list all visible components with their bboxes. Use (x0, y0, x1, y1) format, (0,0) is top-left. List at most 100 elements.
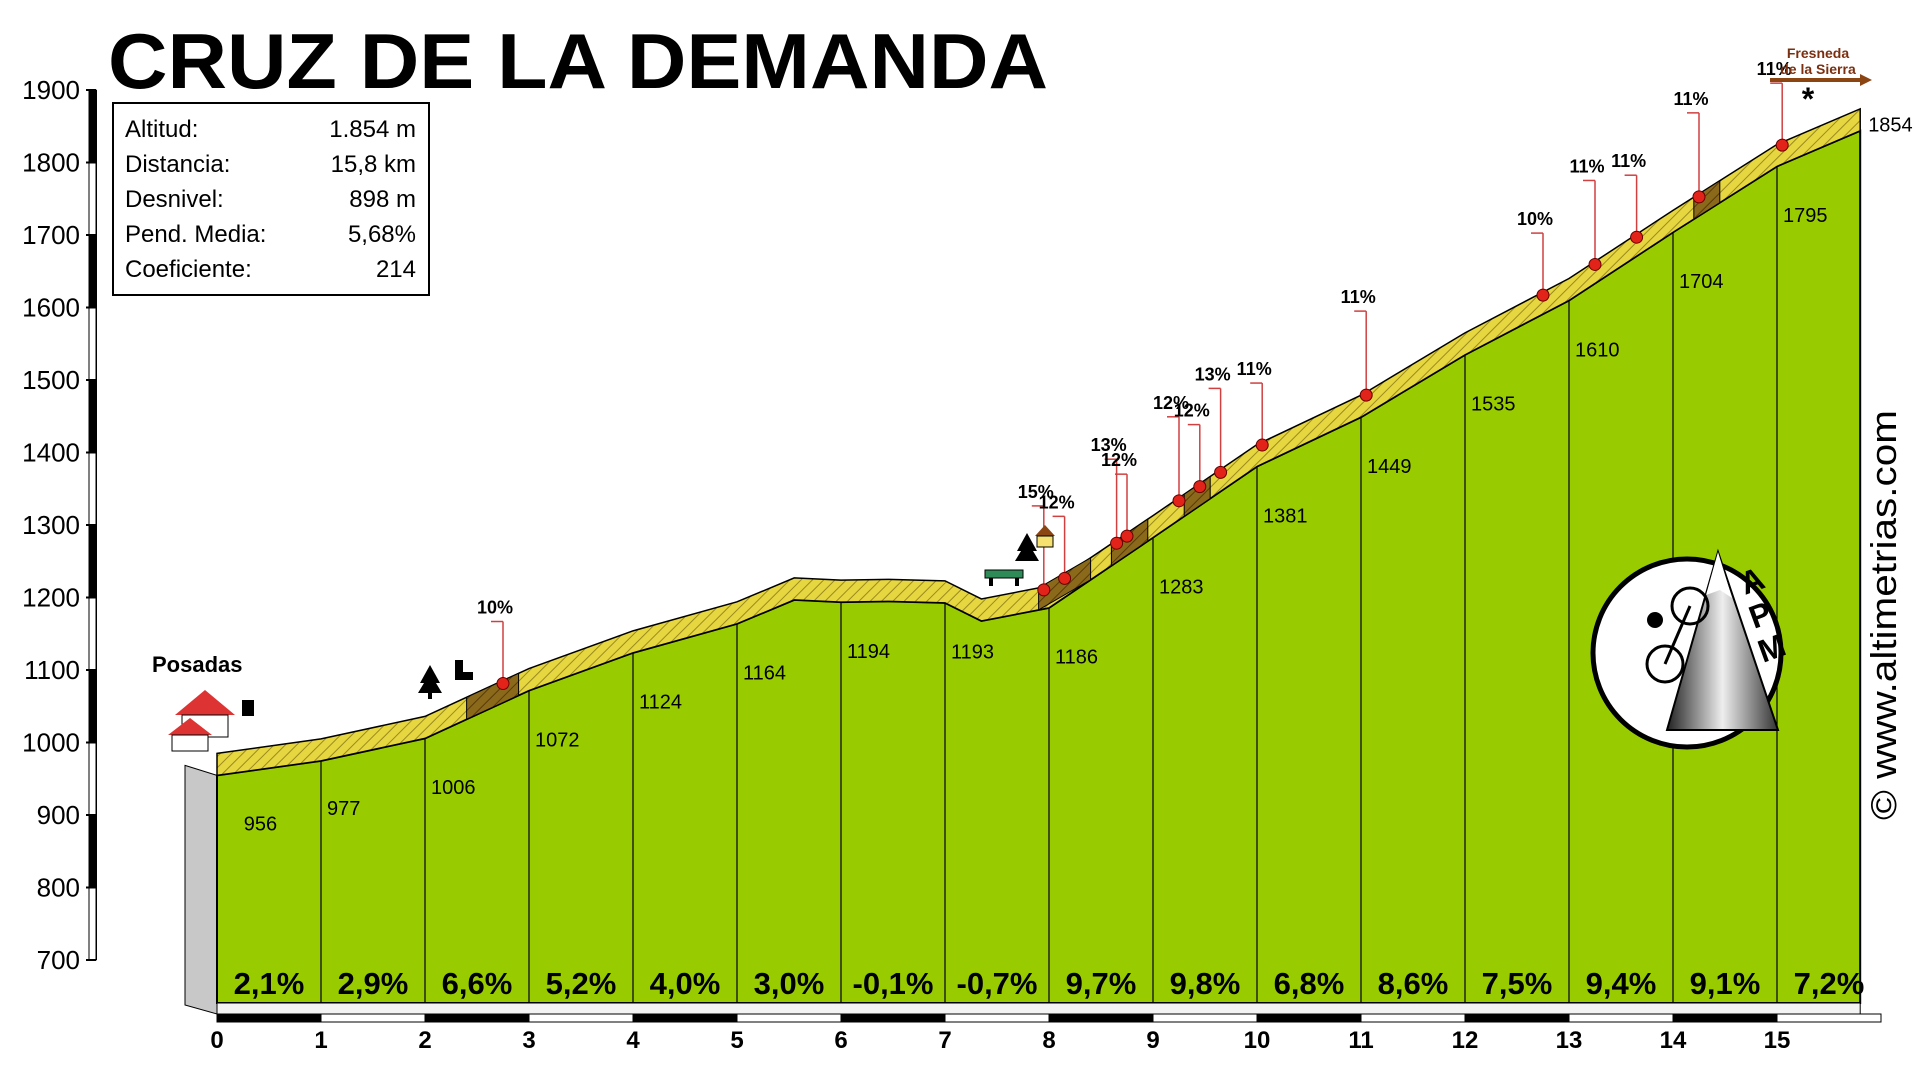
sign-line-2: de la Sierra (1780, 61, 1856, 77)
x-tick-label: 1 (314, 1027, 327, 1054)
x-tick-label: 7 (938, 1027, 951, 1054)
max-gradient-label: 11% (1237, 359, 1272, 379)
x-tick-label: 0 (210, 1027, 223, 1054)
y-tick-label: 1500 (22, 365, 80, 395)
km-altitude-label: 1164 (743, 663, 786, 685)
segment-gradient-label: -0,1% (853, 966, 934, 1001)
y-axis-band (88, 162, 97, 236)
stat-label: Distancia: (125, 151, 230, 178)
tree-icon (418, 665, 442, 699)
segment-gradient-label: 8,6% (1378, 966, 1449, 1001)
gradient-marker (1214, 465, 1228, 479)
max-gradient-label: 11% (1673, 89, 1708, 109)
bicycle-icon (1645, 644, 1685, 684)
gradient-marker (1193, 480, 1207, 494)
sign-line-1: Fresneda (1787, 45, 1849, 61)
x-axis-band (632, 1013, 738, 1023)
apm-logo: APM (1590, 548, 1790, 750)
x-axis-band (1672, 1013, 1778, 1023)
max-gradient-label: 12% (1039, 492, 1075, 512)
segment-gradient-label: 6,8% (1274, 966, 1345, 1001)
max-gradient-label: 12% (1153, 393, 1189, 413)
y-axis-band (88, 89, 97, 163)
road-band (216, 107, 1861, 777)
km-altitude-label: 1610 (1575, 339, 1620, 361)
y-axis-band (88, 452, 97, 526)
chart-title: CRUZ DE LA DEMANDA (108, 17, 1048, 105)
km-altitude-label: 1535 (1471, 394, 1516, 416)
segment-gradient-label: 2,9% (338, 966, 409, 1001)
gradient-marker (1536, 288, 1550, 302)
segment-gradient-label: 9,1% (1690, 966, 1761, 1001)
profile-side-wall (184, 764, 218, 1015)
x-tick-label: 2 (418, 1027, 431, 1054)
segment-gradient-label: 5,2% (546, 966, 617, 1001)
tree-icon (1015, 533, 1039, 561)
segment-gradient-label: 9,7% (1066, 966, 1137, 1001)
max-gradient-label: 15% (1018, 482, 1054, 502)
segment-gradient-label: 7,2% (1794, 966, 1865, 1001)
gradient-marker (1692, 190, 1706, 204)
fountain-icon (455, 660, 473, 680)
max-gradient-label: 11% (1341, 287, 1376, 307)
km-altitude-label: 1124 (639, 692, 682, 714)
gradient-marker (1588, 257, 1602, 271)
km-altitudes: 956 977 1006 1072 1124 1164 1194 1193 1186 1283 13… (244, 114, 1913, 835)
y-tick-label: 1900 (22, 75, 80, 105)
start-label: Posadas (152, 652, 243, 677)
max-gradient-label: 12% (1174, 401, 1210, 421)
y-axis-band (88, 814, 97, 888)
x-tick-label: 5 (730, 1027, 743, 1054)
max-gradient-label: 10% (477, 598, 513, 618)
gradient-marker (1255, 438, 1269, 452)
x-axis-band (1152, 1013, 1258, 1023)
stat-value: 1.854 m (329, 116, 416, 143)
y-axis-band (88, 234, 97, 308)
max-gradient-label: 11% (1611, 151, 1646, 171)
km-altitude-label: 1381 (1263, 505, 1308, 527)
segment-gradient-label: 2,1% (234, 966, 305, 1001)
km-altitude-label: 1072 (535, 729, 580, 751)
x-axis-band (736, 1013, 842, 1023)
segment-gradient-label: 4,0% (650, 966, 721, 1001)
x-tick-label: 3 (522, 1027, 535, 1054)
x-tick-label: 13 (1556, 1027, 1583, 1054)
stat-value: 898 m (349, 186, 416, 213)
stat-value: 15,8 km (331, 151, 416, 178)
max-gradient-markers: 10%15%12%13%12%12%12%13% 11%11%10%11% 11%1… (477, 59, 1792, 691)
gradient-marker (1037, 583, 1051, 597)
base-strip (216, 1002, 1861, 1015)
km-altitude-label: 977 (327, 798, 360, 820)
y-axis-band (88, 524, 97, 598)
km-altitude-label: 1193 (951, 642, 994, 664)
km-altitude-label: 1006 (431, 777, 476, 799)
x-tick-label: 11 (1348, 1027, 1373, 1054)
segment-gradients: 2,1% 2,9% 6,6% 5,2% 4,0% 3,0% -0,1% -0,7% 9,7% 9,… (234, 966, 1865, 1001)
y-axis-band (88, 379, 97, 453)
x-axis-band (840, 1013, 946, 1023)
km-altitude-label: 1854 (1868, 114, 1913, 136)
x-tick-label: 10 (1244, 1027, 1271, 1054)
km-altitude-label: 1795 (1783, 205, 1828, 227)
steep-section (1110, 518, 1149, 567)
y-axis-band (88, 307, 97, 381)
km-altitude-label: 1449 (1367, 456, 1412, 478)
max-gradient-label: 12% (1101, 450, 1137, 470)
y-tick-label: 800 (37, 873, 80, 903)
gradient-marker (1775, 138, 1789, 152)
x-tick-label: 8 (1042, 1027, 1055, 1054)
x-axis-band (1776, 1013, 1882, 1023)
x-axis-band (1048, 1013, 1154, 1023)
x-axis-band (1568, 1013, 1674, 1023)
max-gradient-label: 13% (1195, 364, 1231, 384)
x-axis-band (1256, 1013, 1362, 1023)
y-tick-label: 700 (37, 945, 80, 975)
segment-gradient-label: 6,6% (442, 966, 513, 1001)
gradient-marker (496, 677, 510, 691)
stat-value: 5,68% (348, 221, 416, 248)
gradient-marker (1058, 571, 1072, 585)
x-axis-band (320, 1013, 426, 1023)
max-gradient-label: 11% (1569, 156, 1604, 176)
x-axis: 0 1 2 3 4 5 6 7 8 9 10 11 12 13 14 15 (210, 1013, 1882, 1054)
